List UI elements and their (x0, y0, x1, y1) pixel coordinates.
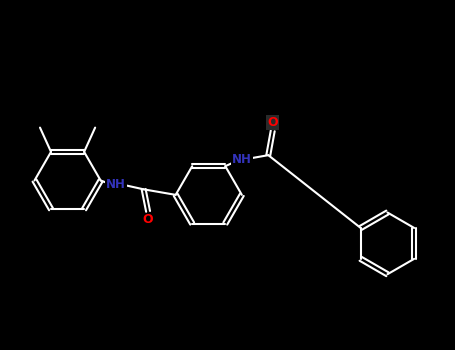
Text: NH: NH (106, 178, 126, 191)
Text: O: O (143, 212, 153, 226)
Text: O: O (268, 116, 278, 128)
Text: NH: NH (232, 153, 252, 166)
